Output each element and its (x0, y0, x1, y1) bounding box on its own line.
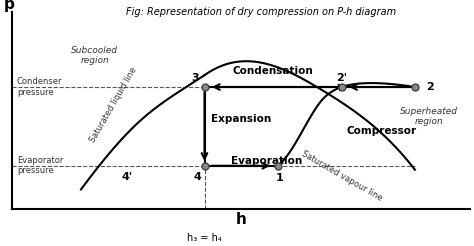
Y-axis label: p: p (4, 0, 15, 12)
Text: Superheated
region: Superheated region (400, 107, 458, 126)
Text: Evaporator
pressure: Evaporator pressure (17, 156, 64, 175)
Text: Saturated vapour line: Saturated vapour line (300, 149, 383, 202)
Text: Evaporation: Evaporation (231, 156, 302, 166)
Text: 4: 4 (193, 172, 201, 182)
Text: 2: 2 (427, 82, 434, 92)
Text: Subcooled
region: Subcooled region (71, 46, 118, 65)
Text: Fig: Representation of dry compression on P-h diagram: Fig: Representation of dry compression o… (126, 7, 396, 17)
Text: Saturated liquid line: Saturated liquid line (88, 65, 138, 144)
Text: Condensation: Condensation (233, 66, 313, 76)
Text: 4': 4' (121, 172, 132, 182)
X-axis label: h: h (236, 212, 246, 227)
Text: Compressor: Compressor (346, 126, 417, 136)
Text: 3: 3 (191, 73, 199, 83)
Text: Condenser
pressure: Condenser pressure (17, 77, 63, 97)
Text: 1: 1 (276, 173, 284, 183)
Text: Expansion: Expansion (211, 114, 271, 124)
Text: h₃ = h₄: h₃ = h₄ (187, 233, 222, 243)
Text: 2': 2' (336, 73, 347, 83)
